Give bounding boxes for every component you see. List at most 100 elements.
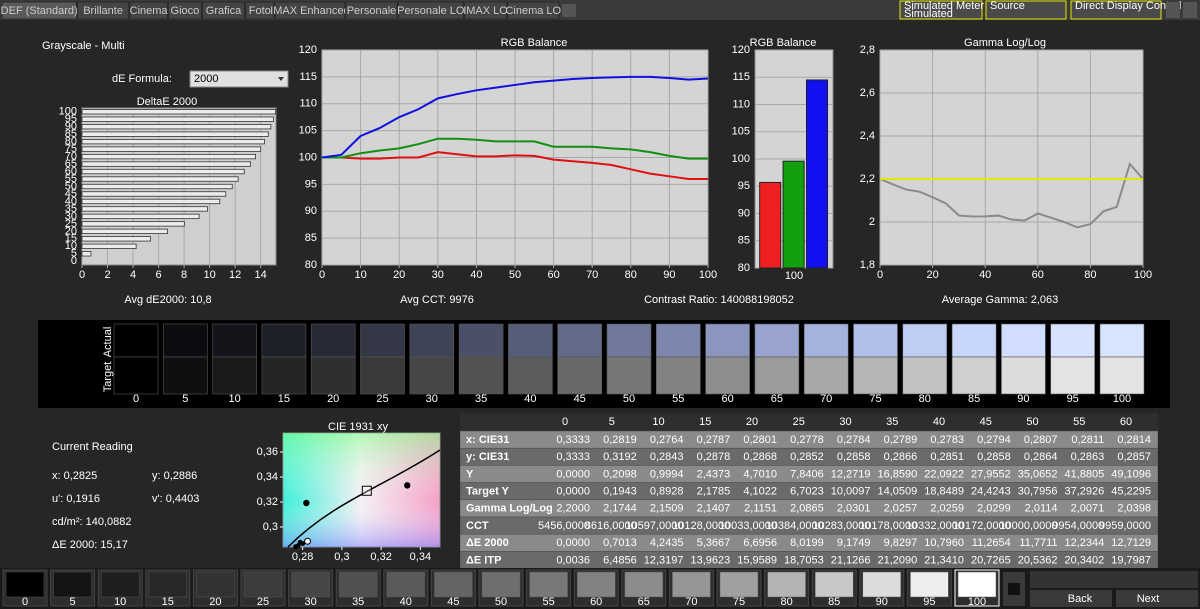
back-label: Back — [1068, 593, 1093, 605]
y-tick-label: 45 — [65, 188, 77, 200]
x-tick-label: 12 — [229, 269, 241, 281]
table-cell: 10,7960 — [924, 537, 964, 549]
y-tick-label: 90 — [305, 205, 317, 217]
swatch-label: 70 — [820, 393, 832, 405]
target-swatch — [1099, 356, 1145, 395]
patch-swatch — [434, 571, 473, 598]
tab[interactable] — [129, 1, 168, 20]
back-button[interactable] — [1030, 590, 1112, 607]
y-tick-label: 110 — [299, 98, 317, 110]
table-cell: 35,0652 — [1018, 468, 1058, 480]
patch-label: 50 — [495, 596, 507, 608]
y-tick-label: 85 — [65, 128, 77, 140]
table-cell: 7,8406 — [790, 468, 824, 480]
tab-label: Personale — [347, 5, 397, 17]
next-button[interactable] — [1116, 590, 1198, 607]
x-tick-label: 90 — [663, 269, 675, 281]
table-cell: 2,1151 — [744, 503, 777, 515]
tab[interactable] — [507, 1, 560, 20]
tab[interactable] — [76, 1, 130, 20]
x-tick-label: 100 — [785, 270, 803, 282]
table-cell: 10283,0000 — [812, 520, 870, 532]
bar — [81, 228, 168, 235]
patch-label: 60 — [590, 596, 602, 608]
tab[interactable] — [345, 1, 398, 20]
table-cell: 0,2858 — [977, 451, 1011, 463]
tab[interactable] — [463, 1, 508, 20]
series-line — [321, 75, 709, 159]
actual-swatch — [803, 323, 849, 358]
table-cell: 0,2807 — [1024, 434, 1058, 446]
y-tick-label: 5 — [71, 248, 77, 260]
patch-swatch — [481, 571, 521, 598]
tab[interactable] — [397, 1, 464, 20]
patch-swatch — [767, 571, 806, 598]
swatch-label: 60 — [721, 393, 733, 405]
actual-swatch — [458, 323, 504, 358]
settings-button[interactable] — [1166, 2, 1180, 18]
y-tick-label: 2 — [869, 216, 875, 228]
patch-label: 25 — [257, 596, 269, 608]
patch-label: 70 — [685, 596, 697, 608]
table-cell: 20,3402 — [1064, 554, 1104, 566]
row-label: CCT — [466, 520, 489, 532]
bar — [81, 206, 208, 212]
table-cell: 6,6956 — [743, 537, 777, 549]
row-label: ΔE 2000 — [466, 537, 509, 549]
patch-label: 15 — [162, 596, 174, 608]
table-cell: 0,2814 — [1117, 434, 1151, 446]
source-dropdown[interactable] — [985, 0, 1067, 20]
table-cell: 8616,0000 — [585, 520, 637, 532]
tab[interactable] — [1, 1, 77, 20]
y-tick-label: 90 — [738, 207, 750, 219]
tab[interactable] — [274, 1, 346, 20]
tab[interactable] — [167, 1, 202, 20]
table-cell: 0,8928 — [650, 486, 684, 498]
patch-swatch — [243, 571, 283, 598]
table-cell: 8,0199 — [790, 537, 824, 549]
y-tick-label: 105 — [732, 126, 750, 138]
table-cell: 19,7987 — [1111, 554, 1151, 566]
meter-dropdown[interactable] — [899, 0, 983, 20]
tab[interactable] — [245, 1, 275, 20]
current-point — [304, 537, 312, 545]
table-cell: 0,2868 — [743, 451, 777, 463]
row-label: y: CIE31 — [466, 451, 509, 463]
x-tick-label: 0,28 — [292, 551, 313, 563]
patch-label: 90 — [876, 596, 888, 608]
target-swatch — [754, 356, 800, 395]
target-swatch — [803, 356, 849, 395]
x-tick-label: 4 — [130, 269, 136, 281]
add-tab[interactable] — [562, 4, 576, 17]
display-dropdown[interactable] — [1070, 0, 1162, 20]
menu-button[interactable] — [1183, 2, 1197, 18]
table-cell: 0,2783 — [930, 434, 964, 446]
measured-point — [295, 543, 301, 548]
tab[interactable] — [201, 1, 246, 20]
table-cell: 10128,0000 — [672, 520, 730, 532]
table-cell: 22,0922 — [924, 468, 964, 480]
table-cell: 2,0114 — [1025, 503, 1058, 515]
tab-label: Brillante — [83, 5, 123, 17]
y-tick-label: 0,34 — [257, 471, 278, 483]
table-cell: 0,2778 — [790, 434, 824, 446]
y-tick-label: 35 — [65, 203, 77, 215]
reading-line: x: 0,2825 — [52, 470, 97, 482]
actual-swatch — [853, 323, 898, 358]
target-swatch — [606, 356, 652, 395]
swatch-label: 75 — [869, 393, 881, 405]
x-tick-label: 0,32 — [370, 551, 391, 563]
table-cell: 0,3333 — [556, 434, 590, 446]
tab-label: Cinema — [130, 5, 169, 17]
transport-buttons[interactable] — [1030, 571, 1198, 588]
formula-select[interactable] — [189, 70, 289, 88]
bar — [81, 124, 272, 130]
bar — [81, 251, 92, 257]
swatch-label: 90 — [1017, 393, 1029, 405]
chart-title: Gamma Log/Log — [964, 37, 1046, 49]
column-header: 30 — [839, 416, 851, 428]
swatch-label: 65 — [771, 393, 783, 405]
patch-swatch — [100, 571, 140, 598]
table-cell: 12,3197 — [644, 554, 684, 566]
tab-label: Personale LO — [397, 5, 465, 17]
